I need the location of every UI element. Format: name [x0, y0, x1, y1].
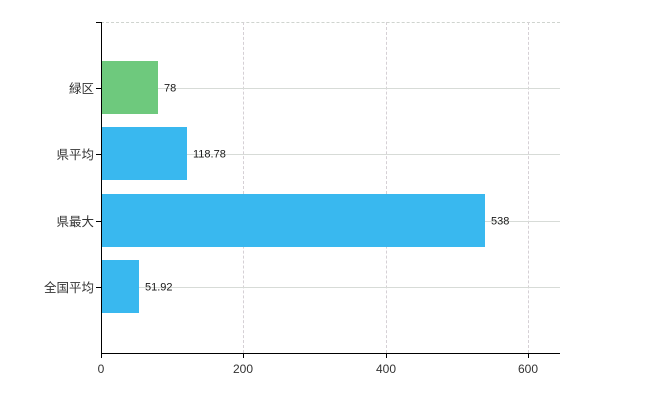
bar-3 [102, 260, 139, 313]
bar-value-label: 538 [491, 215, 510, 228]
bar-value-label: 51.92 [145, 281, 173, 294]
category-label: 全国平均 [43, 280, 94, 295]
plot-top-border [101, 22, 560, 23]
horizontal-gridline [101, 154, 560, 155]
category-label: 県最大 [56, 214, 94, 229]
category-label: 緑区 [68, 81, 94, 96]
x-axis-tick [243, 354, 244, 358]
bar-0 [102, 61, 158, 114]
x-tick-label: 600 [517, 362, 539, 376]
y-axis-tick [96, 221, 101, 222]
y-axis-tick [96, 22, 101, 23]
x-axis-line [101, 353, 560, 354]
horizontal-gridline [101, 88, 560, 89]
x-axis-tick [386, 354, 387, 358]
x-tick-label: 400 [375, 362, 397, 376]
y-axis-tick [96, 154, 101, 155]
x-axis-tick [528, 354, 529, 358]
x-tick-label: 0 [97, 362, 105, 376]
y-axis-tick [96, 287, 101, 288]
bar-value-label: 78 [164, 82, 177, 95]
category-label: 県平均 [56, 147, 94, 162]
y-axis-line [101, 22, 102, 354]
bar-1 [102, 127, 187, 180]
bar-2 [102, 194, 485, 247]
bar-value-label: 118.78 [193, 148, 226, 161]
horizontal-gridline [101, 287, 560, 288]
vertical-gridline [528, 22, 529, 353]
x-tick-label: 200 [232, 362, 254, 376]
vertical-gridline [386, 22, 387, 353]
x-axis-tick [101, 354, 102, 358]
y-axis-tick [96, 88, 101, 89]
vertical-gridline [243, 22, 244, 353]
